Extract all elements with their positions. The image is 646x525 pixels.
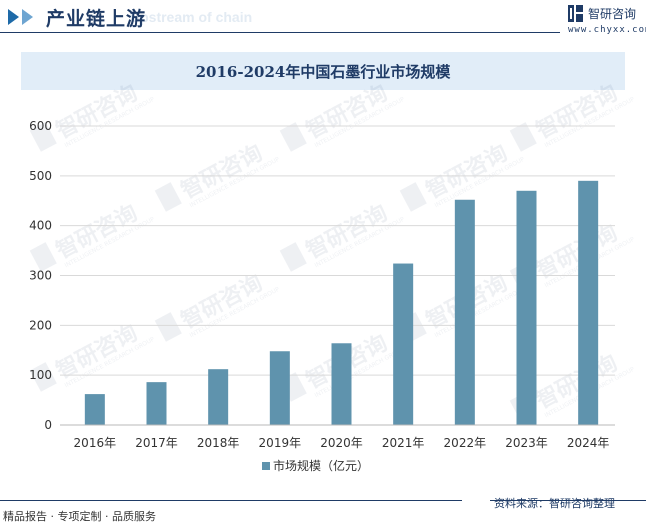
watermark-logo-icon [279,122,307,152]
footer-tagline: 精品报告 · 专项定制 · 品质服务 [3,510,156,523]
section-title: 产业链上游 [46,8,147,30]
watermark-logo-icon [29,122,57,152]
y-tick-label: 100 [29,368,52,382]
header-arrow-icon-secondary [22,9,33,25]
x-tick-label: 2024年 [567,436,610,450]
x-tick-label: 2019年 [259,436,302,450]
chart-title: 2016-2024年中国石墨行业市场规模 [195,63,451,81]
x-tick-label: 2018年 [197,436,240,450]
bar [516,190,537,425]
brand-logo-icon [568,5,583,22]
y-tick-label: 600 [29,119,52,133]
x-tick-label: 2021年 [382,436,425,450]
watermark-logo-icon [154,312,182,342]
bar [84,394,105,425]
header-divider [0,32,560,33]
bar-series [84,180,599,425]
legend-label: 市场规模（亿元） [273,458,369,473]
brand-name: 智研咨询 [588,7,637,21]
bar [146,382,167,425]
y-tick-label: 500 [29,169,52,183]
footer-divider-right [490,500,646,501]
x-tick-label: 2022年 [444,436,487,450]
chart-legend: 市场规模（亿元） [262,458,369,473]
y-tick-label: 0 [44,418,52,432]
y-tick-label: 300 [29,269,52,283]
brand-logo: 智研咨询 www.chyxx.com [568,3,646,39]
watermark-logo-icon [154,182,182,212]
x-tick-label: 2016年 [74,436,117,450]
watermark-logo-icon [29,362,57,392]
x-tick-label: 2017年 [135,436,178,450]
watermark-logo-icon [399,182,427,212]
bar [578,180,599,425]
bar [331,343,352,425]
legend-swatch [262,462,270,470]
data-source: 资料来源：智研咨询整理 [494,497,615,510]
bar [393,263,414,425]
section-header: Upstream of chain 产业链上游 智研咨询 www.chyxx.c… [0,0,646,40]
watermark-logo-icon [509,122,537,152]
y-tick-label: 200 [29,318,52,332]
watermark-logo-icon [29,242,57,272]
x-tick-label: 2023年 [505,436,548,450]
y-tick-label: 400 [29,219,52,233]
x-axis-ticks: 2016年 2017年 2018年 2019年 2020年 2021年 2022年 2023年… [74,436,610,450]
footer-divider [0,500,462,501]
bar [454,199,475,425]
header-ghost-text: Upstream of chain [130,9,253,25]
bar [208,369,229,425]
brand-url: www.chyxx.com [568,25,646,35]
chart-title-band: 2016-2024年中国石墨行业市场规模 [21,52,625,90]
y-axis-ticks: 0 100 200 300 400 500 600 [29,119,52,432]
bar [269,351,290,425]
watermark-logo-icon [279,242,307,272]
header-arrow-icon [8,9,19,25]
x-tick-label: 2020年 [320,436,363,450]
